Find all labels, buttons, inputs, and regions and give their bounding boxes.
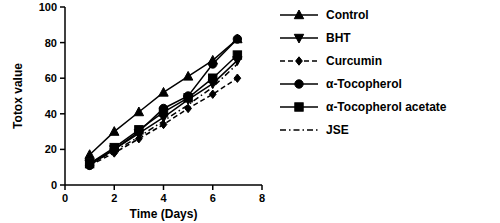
data-point: [159, 108, 167, 116]
legend-label: α-Tocopherol: [326, 77, 402, 91]
legend-label: Control: [326, 8, 369, 22]
x-tick-label: 2: [111, 192, 117, 204]
y-tick: [60, 6, 65, 8]
y-tick: [60, 77, 65, 79]
data-point: [209, 60, 217, 68]
data-point: [233, 34, 242, 43]
y-tick-label: 20: [45, 143, 57, 155]
y-axis-label: Totox value: [11, 63, 25, 129]
y-tick-label: 60: [45, 72, 57, 84]
data-point: [135, 126, 143, 134]
y-tick-label: 0: [51, 179, 57, 191]
data-point: [233, 35, 241, 43]
chart: 0 20 40 60 80 100 0 2 4 6 8 Time (Days) Totox value C…: [0, 0, 500, 223]
y-tick: [60, 149, 65, 151]
x-axis-label: Time (Days): [130, 207, 198, 221]
x-tick: [212, 185, 214, 190]
data-point: [233, 51, 241, 59]
x-tick-label: 6: [210, 192, 216, 204]
x-tick: [261, 185, 263, 190]
y-tick: [60, 113, 65, 115]
data-point: [110, 127, 119, 136]
data-point: [159, 87, 168, 96]
legend-label: BHT: [326, 31, 351, 45]
plot-area: [85, 34, 242, 170]
legend-label: Curcumin: [326, 54, 382, 68]
legend-marker: [294, 34, 303, 43]
y-tick-label: 40: [45, 108, 57, 120]
series-line: [90, 39, 238, 155]
y-tick: [60, 42, 65, 44]
series-line: [90, 55, 238, 164]
x-tick-label: 4: [160, 192, 167, 204]
legend-label: α-Tocopherol acetate: [326, 100, 447, 114]
legend-marker: [295, 80, 303, 88]
series-line: [90, 60, 238, 163]
x-tick-label: 0: [62, 192, 68, 204]
data-point: [184, 94, 192, 102]
data-point: [209, 90, 216, 98]
y-tick-label: 80: [45, 37, 57, 49]
legend: Control BHT Curcumin α-Tocopherol α-Tocopher…: [280, 8, 447, 137]
legend-marker: [295, 103, 303, 111]
x-tick: [114, 185, 116, 190]
data-point: [183, 71, 192, 80]
y-axis: [64, 7, 66, 185]
data-point: [234, 74, 241, 82]
x-tick-label: 8: [259, 192, 265, 204]
x-tick: [64, 185, 66, 190]
series-line: [90, 64, 238, 164]
legend-marker: [296, 57, 303, 65]
y-tick-label: 100: [39, 1, 57, 13]
x-tick: [163, 185, 165, 190]
data-point: [185, 104, 192, 112]
legend-label: JSE: [326, 123, 349, 137]
data-point: [134, 107, 143, 116]
series-line: [90, 39, 238, 165]
legend-line: [280, 129, 318, 131]
data-point: [85, 150, 94, 159]
data-point: [209, 74, 217, 82]
legend-marker: [294, 10, 303, 19]
